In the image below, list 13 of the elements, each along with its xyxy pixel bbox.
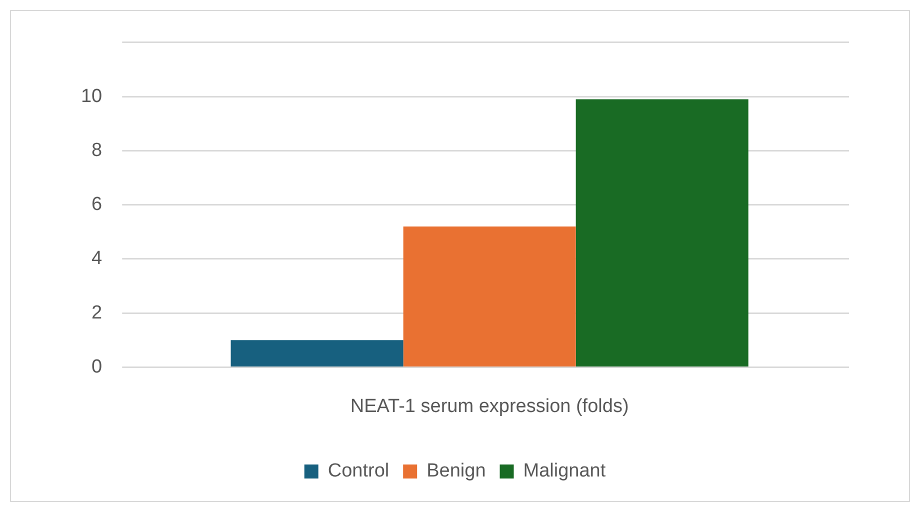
bar [403, 226, 576, 366]
y-tick-label: 10 [80, 86, 102, 107]
legend-label: Control [328, 460, 390, 482]
legend-label: Benign [426, 460, 486, 482]
y-tick-label: 4 [92, 248, 103, 270]
bar [230, 340, 404, 366]
y-tick-label: 8 [92, 140, 102, 161]
y-tick-label: 0 [92, 356, 102, 378]
bar [576, 99, 748, 366]
y-tick-label: 6 [92, 194, 102, 216]
y-tick-label: 2 [92, 302, 102, 324]
x-axis-title: NEAT-1 serum expression (folds) [350, 396, 629, 417]
legend-label: Malignant [523, 460, 606, 482]
